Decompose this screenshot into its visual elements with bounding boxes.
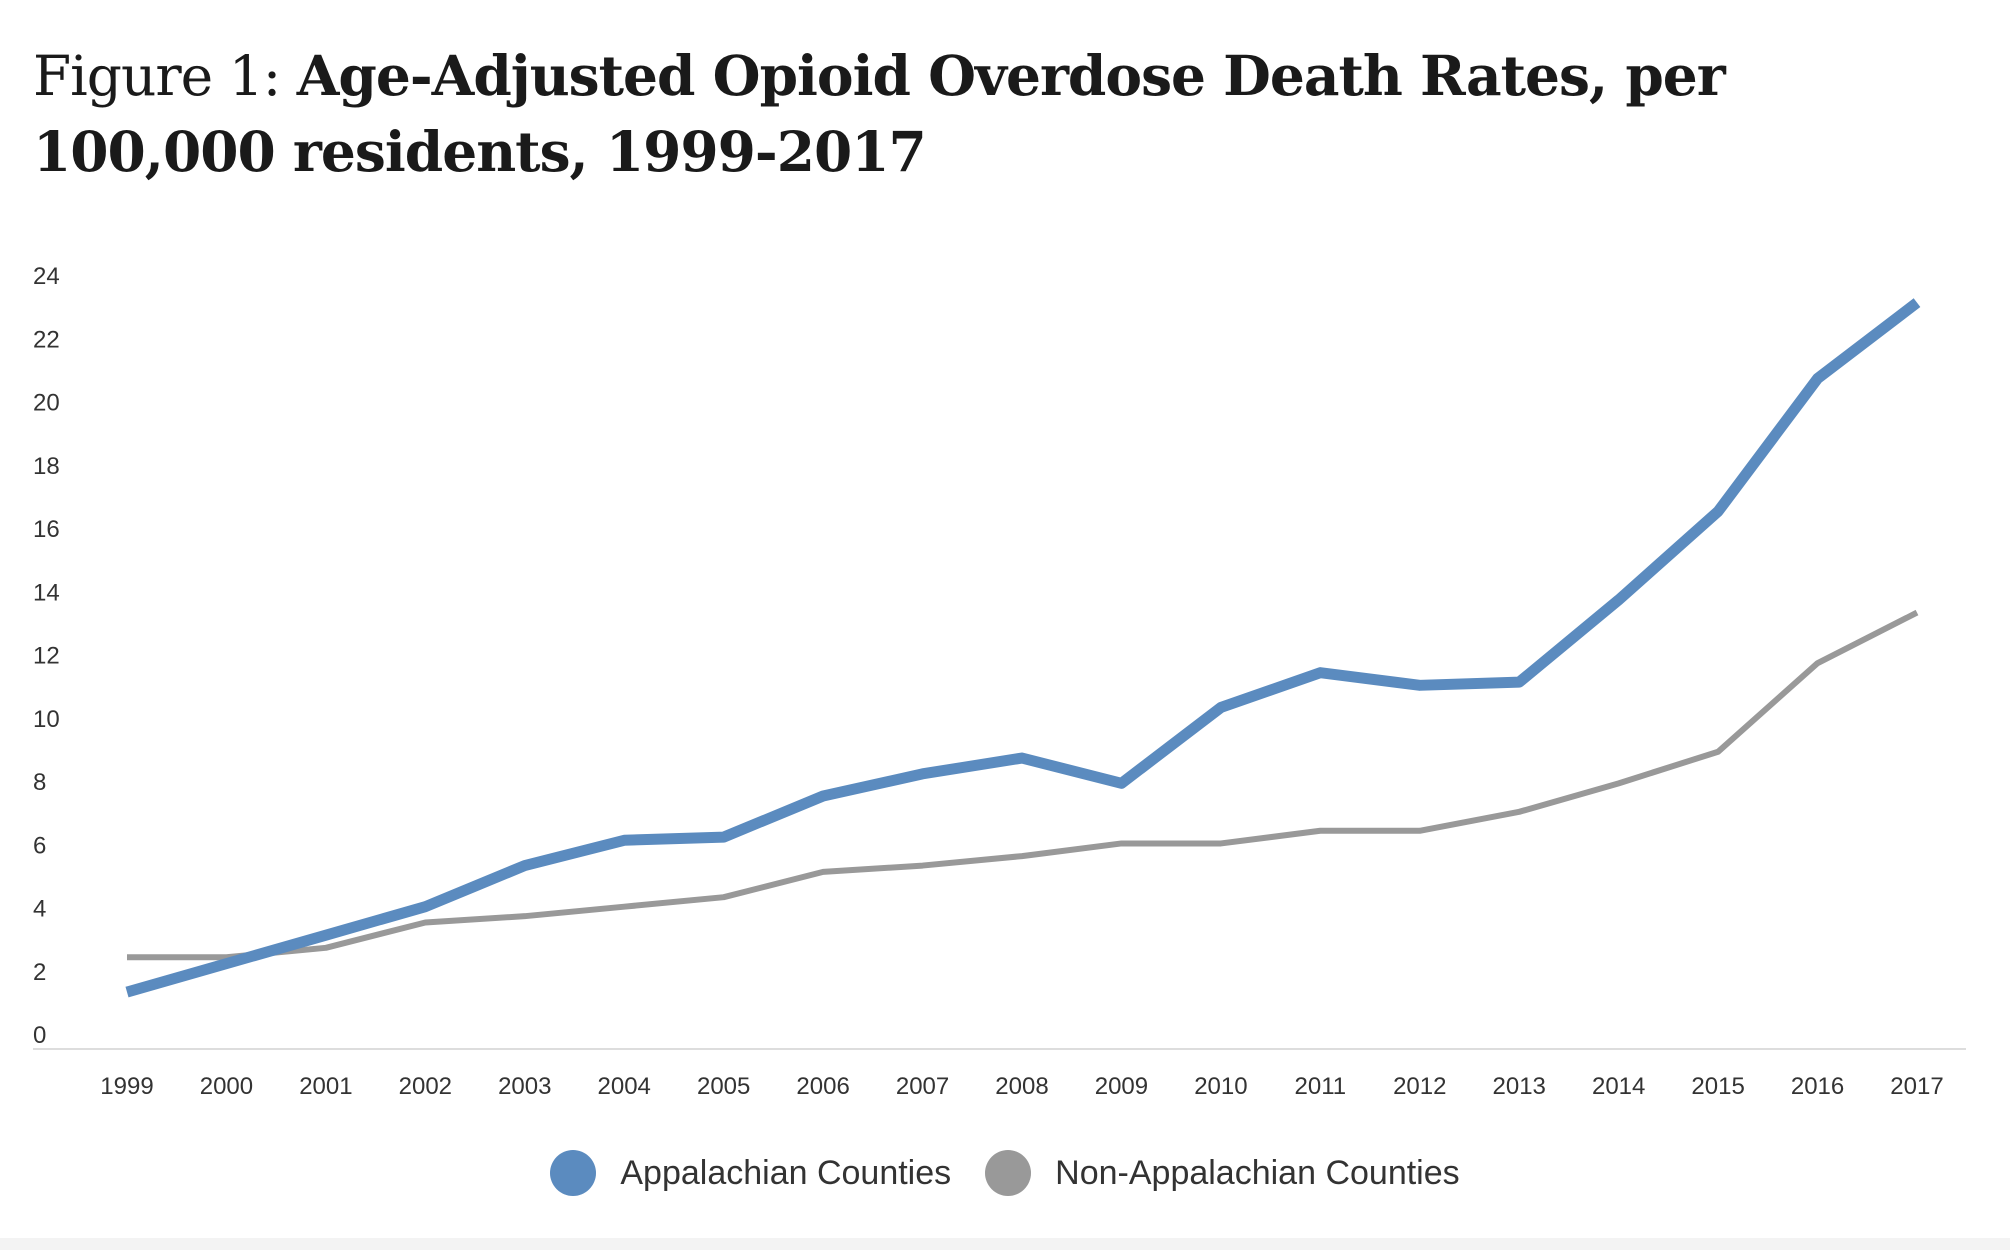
y-tick-label: 12 xyxy=(33,643,60,670)
y-tick-label: 20 xyxy=(33,390,60,417)
legend-label: Non-Appalachian Counties xyxy=(1055,1153,1460,1192)
y-tick-label: 24 xyxy=(33,263,60,290)
x-tick-label: 2016 xyxy=(1791,1073,1844,1100)
y-tick-label: 4 xyxy=(33,896,46,923)
x-tick-label: 2013 xyxy=(1493,1073,1546,1100)
x-tick-label: 2001 xyxy=(299,1073,352,1100)
x-tick-label: 2009 xyxy=(1095,1073,1148,1100)
x-tick-label: 2015 xyxy=(1691,1073,1744,1100)
legend-dot-icon xyxy=(985,1150,1032,1196)
y-tick-label: 8 xyxy=(33,769,46,796)
series-line-appalachian xyxy=(125,298,1921,998)
x-tick-label: 2000 xyxy=(200,1073,253,1100)
x-tick-label: 2017 xyxy=(1890,1073,1943,1100)
x-tick-label: 2007 xyxy=(896,1073,949,1100)
x-tick-label: 2012 xyxy=(1393,1073,1446,1100)
title-main: Age-Adjusted Opioid Overdose Death Rates… xyxy=(33,43,1726,184)
y-tick-label: 18 xyxy=(33,453,60,480)
y-tick-label: 14 xyxy=(33,579,60,606)
x-tick-label: 2011 xyxy=(1295,1073,1347,1100)
x-tick-label: 2014 xyxy=(1592,1073,1645,1100)
legend-dot-icon xyxy=(550,1150,597,1196)
y-tick-label: 6 xyxy=(33,832,46,859)
legend-item-appalachian: Appalachian Counties xyxy=(550,1150,951,1196)
legend: Appalachian Counties Non-Appalachian Cou… xyxy=(0,1150,2010,1196)
x-tick-label: 2005 xyxy=(697,1073,750,1100)
title-prefix: Figure 1: xyxy=(33,44,281,108)
x-tick-label: 2003 xyxy=(498,1073,551,1100)
legend-item-non-appalachian: Non-Appalachian Counties xyxy=(985,1150,1460,1196)
y-tick-label: 10 xyxy=(33,706,60,733)
x-tick-label: 2004 xyxy=(598,1073,651,1100)
x-tick-label: 2002 xyxy=(399,1073,452,1100)
x-tick-label: 2006 xyxy=(796,1073,849,1100)
series-line-non-appalachian xyxy=(127,609,1919,961)
footer-strip xyxy=(0,1238,2010,1250)
x-tick-label: 2008 xyxy=(995,1073,1048,1100)
legend-label: Appalachian Counties xyxy=(620,1153,952,1192)
y-tick-label: 16 xyxy=(33,516,60,543)
chart-title: Figure 1: Age-Adjusted Opioid Overdose D… xyxy=(33,38,1933,190)
x-tick-label: 1999 xyxy=(100,1073,153,1100)
y-tick-label: 0 xyxy=(33,1022,46,1049)
x-tick-label: 2010 xyxy=(1194,1073,1247,1100)
y-tick-label: 22 xyxy=(33,326,60,353)
y-tick-label: 2 xyxy=(33,959,46,986)
